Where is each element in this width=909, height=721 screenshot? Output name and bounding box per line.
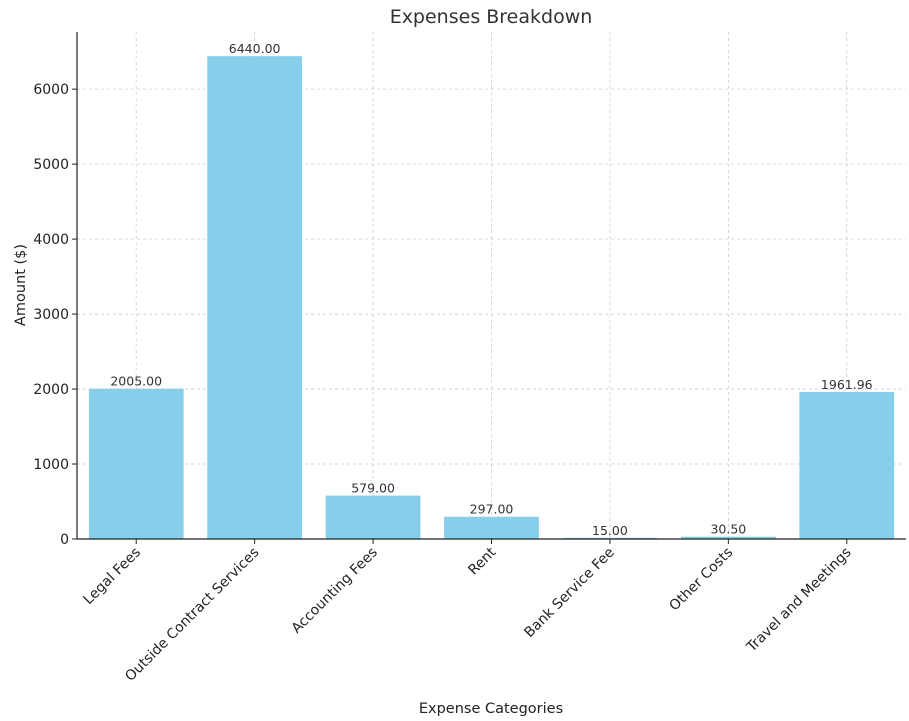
bar bbox=[325, 495, 421, 539]
y-tick-label: 0 bbox=[60, 532, 69, 548]
y-tick-label: 4000 bbox=[33, 232, 69, 248]
bar bbox=[444, 516, 539, 539]
y-tick-label: 6000 bbox=[33, 82, 69, 98]
bar-value-label: 579.00 bbox=[351, 481, 395, 496]
bar-value-label: 6440.00 bbox=[229, 41, 281, 56]
bar-value-label: 15.00 bbox=[592, 523, 628, 538]
x-tick-label: Rent bbox=[465, 544, 499, 578]
x-tick-label: Bank Service Fee bbox=[521, 545, 617, 641]
x-tick-label: Travel and Meetings bbox=[743, 545, 854, 656]
bar-value-label: 30.50 bbox=[710, 522, 746, 537]
bar bbox=[88, 388, 184, 539]
bars bbox=[88, 56, 895, 540]
y-tick-label: 5000 bbox=[33, 157, 69, 173]
chart-title: Expenses Breakdown bbox=[390, 6, 593, 28]
x-tick-label: Legal Fees bbox=[81, 545, 144, 608]
x-tick-label: Outside Contract Services bbox=[122, 545, 262, 685]
x-tick-label: Accounting Fees bbox=[289, 545, 381, 637]
y-tick-label: 2000 bbox=[33, 382, 69, 398]
x-tick-label: Other Costs bbox=[666, 545, 736, 615]
bar bbox=[799, 391, 895, 539]
bar-value-label: 1961.96 bbox=[821, 377, 873, 392]
bar bbox=[680, 536, 776, 539]
value-labels: 2005.00 6440.00 579.00 297.00 15.00 30.50 1961… bbox=[110, 41, 872, 538]
bar bbox=[207, 56, 303, 540]
grid-lines bbox=[77, 32, 906, 540]
y-tick-label: 3000 bbox=[33, 307, 69, 323]
y-tick-label: 1000 bbox=[33, 457, 69, 473]
x-axis-title: Expense Categories bbox=[419, 701, 563, 717]
bar-value-label: 297.00 bbox=[470, 502, 514, 517]
bar-value-label: 2005.00 bbox=[110, 374, 162, 389]
y-axis-title: Amount ($) bbox=[13, 244, 29, 326]
y-tick-labels: 0 1000 2000 3000 4000 5000 6000 bbox=[33, 82, 69, 548]
axes bbox=[72, 32, 906, 544]
